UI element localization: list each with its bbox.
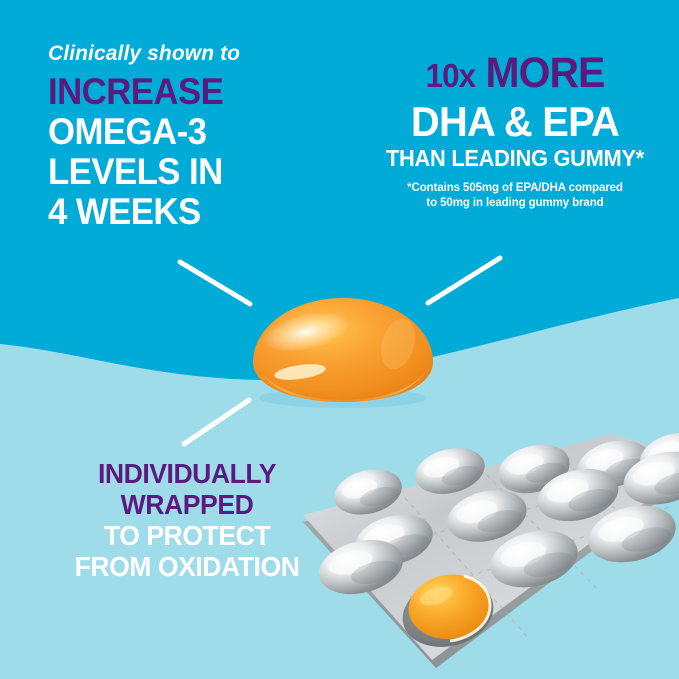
claim-line-levels-in: LEVELS IN	[48, 151, 223, 192]
claim-line-4-weeks: 4 WEEKS	[48, 191, 201, 232]
claim-line-dha-epa: DHA & EPA	[410, 98, 620, 145]
claim-line-10x-more: 10x MORE	[377, 50, 653, 99]
softgel-rim-light	[381, 318, 415, 370]
softgel-specular	[274, 364, 326, 380]
claim-10x-value: 10x	[425, 57, 476, 94]
claim-line-individually: INDIVIDUALLY	[97, 458, 277, 489]
blister-pack	[303, 425, 679, 668]
claim-line-to-protect: TO PROTECT	[103, 520, 271, 551]
claim-more-word: MORE	[475, 49, 606, 97]
claim-line-omega3: OMEGA-3	[48, 111, 207, 152]
open-cell-softgel-rim	[449, 574, 492, 643]
claim-line-than-leading-gummy: THAN LEADING GUMMY*	[385, 145, 644, 171]
blister-cells	[313, 425, 679, 603]
pointer-to-softgel-from-right-claim	[425, 255, 503, 306]
footnote-line-2: to 50mg in leading gummy brand	[426, 197, 604, 209]
claim-line-increase: INCREASE	[48, 71, 224, 112]
softgel-highlight	[262, 312, 350, 352]
claim-increase-omega3: Clinically shown to INCREASE OMEGA-3 LEV…	[48, 42, 318, 232]
claim-eyebrow: Clinically shown to	[48, 42, 241, 65]
pointer-lines	[177, 255, 503, 447]
hero-softgel	[253, 298, 433, 408]
blister-open-cell	[402, 574, 494, 647]
claim-10x-more-dha-epa: 10x MORE DHA & EPA THAN LEADING GUMMY* *…	[370, 50, 660, 211]
claim-line-from-oxidation: FROM OXIDATION	[74, 551, 300, 582]
pointer-to-softgel-from-bottom-claim	[181, 397, 252, 447]
claim-footnote: *Contains 505mg of EPA/DHA compared to 5…	[370, 181, 660, 211]
pointer-to-softgel-from-left-claim	[177, 259, 253, 307]
claim-individually-wrapped: INDIVIDUALLY WRAPPED TO PROTECT FROM OXI…	[62, 458, 312, 582]
footnote-line-1: *Contains 505mg of EPA/DHA compared	[407, 182, 623, 194]
claim-line-wrapped: WRAPPED	[120, 489, 254, 520]
